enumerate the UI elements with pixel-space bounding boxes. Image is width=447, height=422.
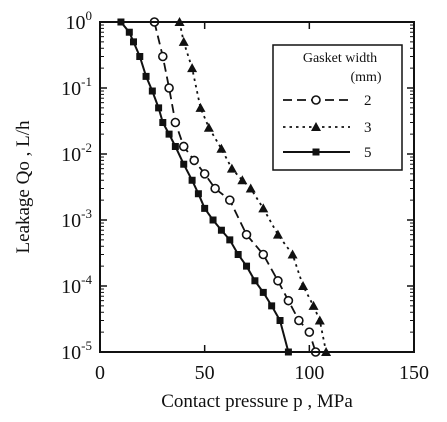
data-point-series-5 bbox=[209, 216, 217, 224]
data-point-series-2 bbox=[210, 183, 220, 194]
data-point-series-3 bbox=[195, 102, 206, 112]
series-line-5 bbox=[120, 22, 290, 352]
data-point-series-5 bbox=[125, 28, 133, 36]
data-point-series-2 bbox=[304, 327, 315, 337]
data-point-series-2 bbox=[294, 315, 304, 326]
data-point-series-2 bbox=[241, 229, 252, 240]
data-point-series-5 bbox=[180, 160, 188, 168]
data-point-series-2 bbox=[224, 195, 235, 205]
y-axis-title: Leakage Qo , L/h bbox=[13, 120, 34, 253]
data-point-series-3 bbox=[298, 281, 309, 290]
data-point-series-5 bbox=[234, 251, 242, 259]
x-tick-label: 50 bbox=[195, 362, 215, 384]
data-point-series-5 bbox=[259, 288, 267, 296]
legend-subtitle: (mm) bbox=[350, 70, 381, 85]
legend-label-5: 5 bbox=[364, 145, 372, 161]
plot-frame bbox=[99, 21, 415, 353]
series-line-3 bbox=[178, 22, 327, 352]
data-point-series-5 bbox=[194, 190, 202, 198]
data-point-series-5 bbox=[251, 277, 259, 285]
data-point-series-2 bbox=[273, 275, 283, 286]
y-tick-label: 10-3 bbox=[61, 206, 92, 232]
y-tick-label: 100 bbox=[66, 8, 93, 34]
data-point-series-3 bbox=[203, 122, 214, 132]
data-point-series-5 bbox=[155, 104, 163, 112]
y-tick-label: 10-1 bbox=[61, 74, 92, 100]
x-axis-title: Contact pressure p , MPa bbox=[161, 391, 353, 412]
x-tick-label: 150 bbox=[399, 362, 429, 384]
data-point-series-3 bbox=[287, 249, 298, 259]
data-point-series-5 bbox=[243, 262, 251, 270]
data-point-series-5 bbox=[171, 142, 179, 150]
data-point-series-5 bbox=[201, 204, 209, 212]
data-point-series-3 bbox=[245, 183, 256, 193]
data-point-series-5 bbox=[188, 176, 196, 184]
y-tick-label: 10-5 bbox=[61, 338, 92, 364]
legend-entries: 2 3 5 bbox=[283, 93, 372, 161]
data-point-series-3 bbox=[237, 175, 248, 185]
legend-marker-2 bbox=[311, 95, 321, 105]
tick-label-layer: 0 50 100 150 100 10-1 10-2 10-3 10-4 10-5 bbox=[61, 8, 429, 384]
data-point-series-3 bbox=[258, 203, 269, 213]
data-point-series-5 bbox=[129, 38, 137, 46]
y-tick-label: 10-2 bbox=[61, 140, 92, 166]
x-tick-label: 0 bbox=[95, 362, 105, 384]
data-point-series-2 bbox=[164, 83, 174, 93]
data-point-series-5 bbox=[165, 130, 173, 138]
data-point-series-5 bbox=[142, 72, 150, 80]
y-tick-label: 10-4 bbox=[61, 272, 92, 298]
data-point-series-3 bbox=[308, 300, 319, 310]
legend: Gasket width (mm) 2 3 5 bbox=[272, 44, 403, 171]
data-point-series-3 bbox=[178, 36, 189, 46]
data-point-series-2 bbox=[189, 155, 199, 166]
data-point-series-3 bbox=[272, 229, 283, 239]
data-point-series-5 bbox=[136, 53, 144, 61]
data-point-series-2 bbox=[258, 249, 269, 260]
data-point-series-5 bbox=[159, 119, 167, 127]
data-point-series-3 bbox=[187, 63, 198, 73]
data-point-series-3 bbox=[216, 143, 227, 153]
legend-label-3: 3 bbox=[364, 120, 372, 136]
data-point-series-5 bbox=[217, 226, 225, 234]
data-point-series-3 bbox=[314, 315, 325, 325]
data-point-series-2 bbox=[178, 141, 189, 152]
legend-label-2: 2 bbox=[364, 93, 372, 109]
data-point-series-5 bbox=[276, 317, 284, 325]
data-point-series-2 bbox=[158, 51, 168, 62]
data-point-series-2 bbox=[283, 295, 294, 306]
marker-layer bbox=[117, 17, 332, 357]
x-tick-label: 100 bbox=[294, 362, 324, 384]
legend-title: Gasket width bbox=[303, 51, 377, 66]
legend-box bbox=[272, 44, 403, 171]
series-line-2 bbox=[153, 22, 317, 352]
data-point-series-5 bbox=[148, 87, 156, 95]
data-point-series-2 bbox=[170, 117, 181, 128]
data-point-series-5 bbox=[226, 236, 234, 244]
legend-marker-5 bbox=[312, 148, 320, 156]
data-point-series-2 bbox=[199, 169, 210, 179]
data-point-series-3 bbox=[226, 163, 237, 173]
data-point-series-5 bbox=[268, 302, 276, 310]
legend-marker-3 bbox=[311, 122, 321, 131]
